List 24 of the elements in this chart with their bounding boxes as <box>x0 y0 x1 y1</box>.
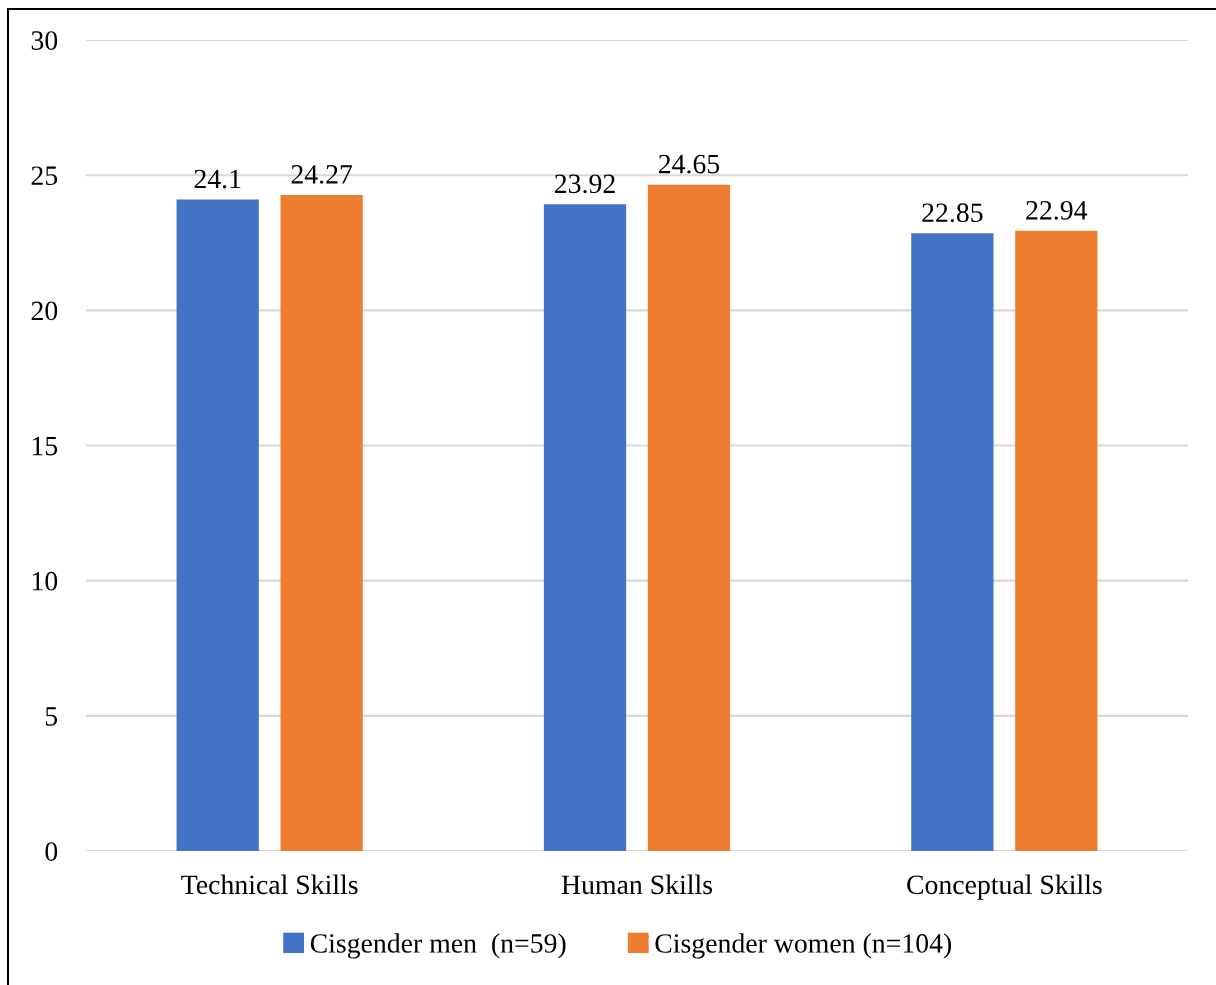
x-tick-label: Technical Skills <box>181 874 358 895</box>
legend-label: Cisgender women (n=104) <box>655 933 952 959</box>
data-label: 24.27 <box>291 165 353 184</box>
x-tick-label: Conceptual Skills <box>907 874 1102 900</box>
legend-label: Cisgender men (n=59) <box>310 933 566 959</box>
y-tick-label: 20 <box>31 301 58 321</box>
y-tick-label: 5 <box>45 707 58 726</box>
data-label: 23.92 <box>554 174 615 194</box>
bar <box>647 184 731 851</box>
y-tick-label: 15 <box>32 436 58 456</box>
bar <box>280 194 363 851</box>
x-tick-label: Human Skills <box>561 874 712 895</box>
data-label: 22.94 <box>1026 200 1088 220</box>
bar <box>1015 230 1098 851</box>
y-tick-label: 10 <box>32 571 58 591</box>
bar <box>176 199 259 851</box>
bar <box>543 204 627 851</box>
y-tick-label: 0 <box>45 842 58 861</box>
y-tick-label: 30 <box>31 31 58 50</box>
data-label: 24.65 <box>658 154 720 174</box>
y-tick-label: 25 <box>31 166 58 186</box>
bar <box>911 233 994 851</box>
data-label: 22.85 <box>922 203 983 223</box>
data-label: 24.1 <box>194 169 241 189</box>
